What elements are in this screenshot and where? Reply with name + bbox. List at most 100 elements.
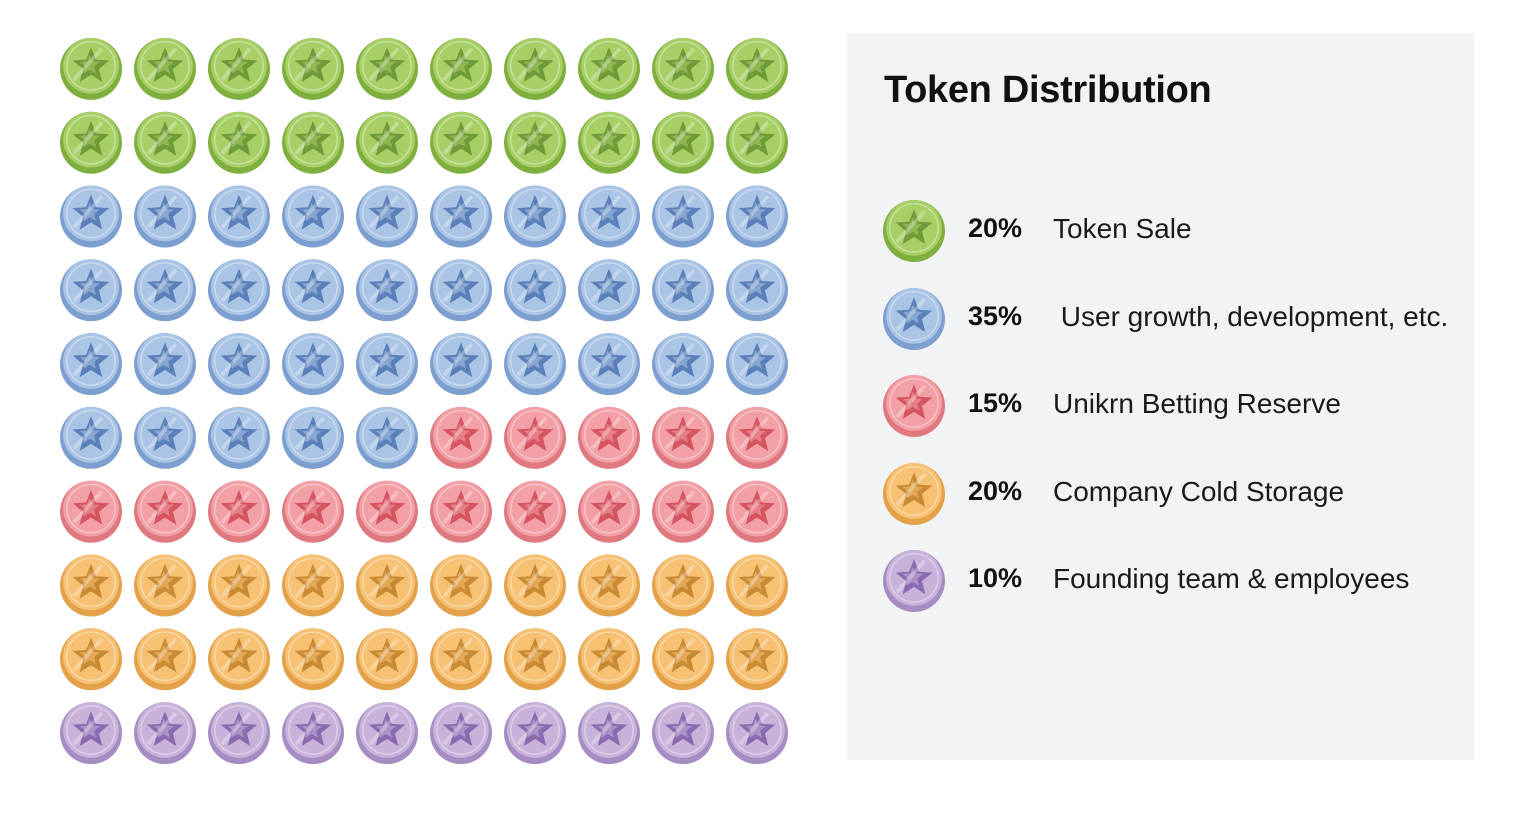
coin-unikrn-betting-reserve (504, 480, 566, 543)
legend-percent: 20% (968, 213, 1023, 243)
founding-team-coin-icon (883, 550, 945, 612)
coin-user-growth-development-etc (726, 185, 788, 248)
coin-user-growth-development-etc (282, 185, 344, 248)
coin-unikrn-betting-reserve (726, 480, 788, 543)
coin-user-growth-development-etc (578, 333, 640, 396)
coin-founding-team-employees (282, 702, 344, 765)
user-growth-coin-icon (883, 288, 945, 350)
coin-user-growth-development-etc (60, 406, 122, 469)
legend-item-betting-reserve: 15% Unikrn Betting Reserve (882, 374, 1472, 438)
token-sale-coin-icon (883, 200, 945, 262)
legend-item-cold-storage: 20% Company Cold Storage (882, 462, 1472, 526)
coin-token-sale (282, 37, 344, 100)
coin-user-growth-development-etc (504, 185, 566, 248)
legend-label: Company Cold Storage (1053, 476, 1345, 507)
coin-user-growth-development-etc (652, 333, 714, 396)
coin-token-sale (134, 111, 196, 174)
coin-user-growth-development-etc (208, 259, 270, 322)
legend-label: Token Sale (1053, 213, 1192, 244)
legend-percent: 20% (968, 476, 1023, 506)
coin-founding-team-employees (134, 702, 196, 765)
coin-unikrn-betting-reserve (208, 480, 270, 543)
coin-token-sale (208, 111, 270, 174)
coin-founding-team-employees (60, 702, 122, 765)
coin-company-cold-storage (652, 628, 714, 691)
legend-coin-mark (883, 200, 945, 262)
legend-label: Founding team & employees (1053, 563, 1410, 594)
coin-founding-team-employees (430, 702, 492, 765)
coin-token-sale (430, 37, 492, 100)
legend-item-founding-team: 10% Founding team & employees (882, 549, 1472, 613)
legend-percent: 15% (968, 388, 1023, 418)
legend-item-token-sale: 20% Token Sale (882, 199, 1472, 263)
coin-company-cold-storage (60, 628, 122, 691)
legend-panel: Token Distribution 20% Token Sale 35% Us… (847, 33, 1474, 760)
coin-unikrn-betting-reserve (356, 480, 418, 543)
coin-founding-team-employees (356, 702, 418, 765)
coin-token-sale (578, 111, 640, 174)
coin-token-sale (282, 111, 344, 174)
coin-user-growth-development-etc (60, 185, 122, 248)
coin-user-growth-development-etc (134, 406, 196, 469)
coin-company-cold-storage (430, 554, 492, 617)
coin-founding-team-employees (652, 702, 714, 765)
coin-user-growth-development-etc (208, 333, 270, 396)
chart-title: Token Distribution (884, 69, 1212, 111)
coin-company-cold-storage (134, 554, 196, 617)
legend-percent: 10% (968, 563, 1023, 593)
coin-token-sale (60, 37, 122, 100)
betting-reserve-coin-icon (883, 375, 945, 437)
coin-token-sale (726, 37, 788, 100)
coin-company-cold-storage (578, 628, 640, 691)
legend-label: User growth, development, etc. (1053, 301, 1449, 332)
legend-percent: 35% (968, 301, 1023, 331)
coin-user-growth-development-etc (208, 185, 270, 248)
coin-user-growth-development-etc (60, 259, 122, 322)
coin-unikrn-betting-reserve (430, 406, 492, 469)
coin-token-sale (356, 37, 418, 100)
coin-company-cold-storage (504, 554, 566, 617)
cold-storage-coin-icon (883, 463, 945, 525)
coin-user-growth-development-etc (60, 333, 122, 396)
coin-user-growth-development-etc (726, 333, 788, 396)
coin-company-cold-storage (578, 554, 640, 617)
coin-user-growth-development-etc (282, 333, 344, 396)
coin-company-cold-storage (356, 554, 418, 617)
coin-user-growth-development-etc (652, 185, 714, 248)
coin-user-growth-development-etc (578, 259, 640, 322)
coin-token-sale (652, 37, 714, 100)
coin-token-sale (726, 111, 788, 174)
coin-company-cold-storage (504, 628, 566, 691)
coin-company-cold-storage (208, 554, 270, 617)
coin-token-sale (60, 111, 122, 174)
coin-user-growth-development-etc (726, 259, 788, 322)
coin-user-growth-development-etc (356, 185, 418, 248)
legend-coin-mark (883, 463, 945, 525)
coin-token-sale (134, 37, 196, 100)
coin-founding-team-employees (504, 702, 566, 765)
coin-user-growth-development-etc (282, 406, 344, 469)
coin-token-sale (356, 111, 418, 174)
legend-coin-mark (883, 288, 945, 350)
coin-user-growth-development-etc (504, 259, 566, 322)
coin-token-sale (652, 111, 714, 174)
legend-item-user-growth: 35% User growth, development, etc. (882, 287, 1472, 351)
coin-user-growth-development-etc (356, 333, 418, 396)
coin-user-growth-development-etc (430, 185, 492, 248)
legend-coin-mark (883, 550, 945, 612)
coin-token-sale (504, 37, 566, 100)
coin-company-cold-storage (208, 628, 270, 691)
coin-user-growth-development-etc (134, 333, 196, 396)
coin-company-cold-storage (726, 628, 788, 691)
coin-unikrn-betting-reserve (504, 406, 566, 469)
coin-company-cold-storage (430, 628, 492, 691)
coin-user-growth-development-etc (504, 333, 566, 396)
coin-token-sale (578, 37, 640, 100)
coin-token-sale (208, 37, 270, 100)
coin-user-growth-development-etc (430, 333, 492, 396)
coin-company-cold-storage (726, 554, 788, 617)
coin-company-cold-storage (282, 554, 344, 617)
coin-user-growth-development-etc (356, 259, 418, 322)
coin-user-growth-development-etc (282, 259, 344, 322)
coin-user-growth-development-etc (134, 185, 196, 248)
